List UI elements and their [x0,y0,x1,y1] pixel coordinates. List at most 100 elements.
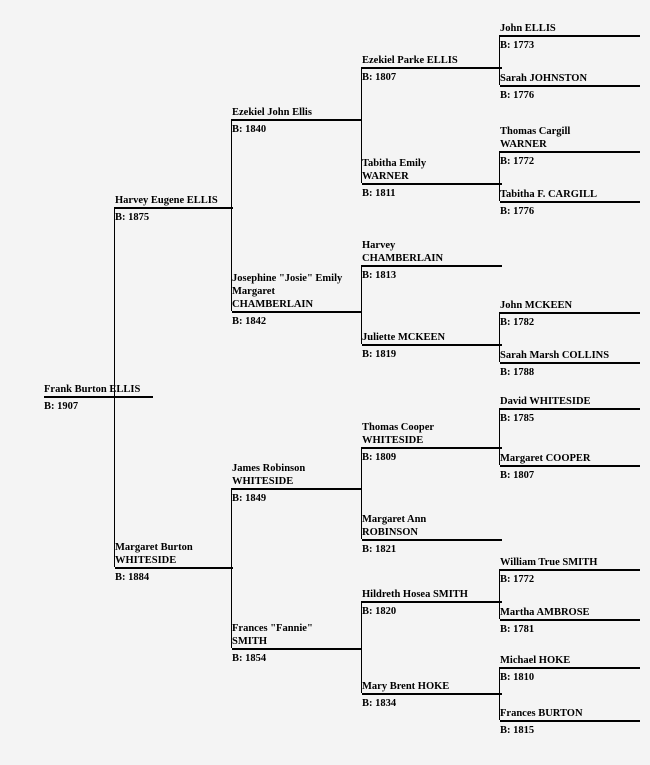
person-underline [500,86,640,87]
person-birth: B: 1776 [500,89,640,102]
connector-line [500,465,640,466]
connector-line [500,85,640,86]
person-name: Ezekiel John Ellis [232,106,362,119]
connector-line [232,311,362,312]
person-name: Tabitha Emily WARNER [362,157,502,183]
person-birth: B: 1884 [115,571,233,584]
person-underline [44,397,153,398]
person-name: Martha AMBROSE [500,606,640,619]
person-name: Josephine "Josie" Emily Margaret CHAMBER… [232,272,362,311]
person-box: Harvey CHAMBERLAINB: 1813 [362,239,502,282]
person-name: John ELLIS [500,22,640,35]
connector-line [499,667,500,720]
person-name: Frances "Fannie" SMITH [232,622,362,648]
person-name: John MCKEEN [500,299,640,312]
connector-line [499,312,500,362]
person-box: Tabitha F. CARGILL B: 1776 [500,188,640,218]
connector-line [362,447,502,448]
person-name: Tabitha F. CARGILL [500,188,640,201]
person-box: John MCKEEN B: 1782 [500,299,640,329]
person-underline [500,409,640,410]
connector-line [362,265,502,266]
person-underline [362,345,502,346]
connector-line [500,151,640,152]
person-birth: B: 1782 [500,316,640,329]
person-box: Thomas Cooper WHITESIDEB: 1809 [362,421,502,464]
connector-line [500,201,640,202]
person-birth: B: 1907 [44,400,153,413]
connector-line [361,265,362,344]
connector-line [361,447,362,539]
person-box: Frances "Fannie" SMITH B: 1854 [232,622,362,665]
person-birth: B: 1807 [362,71,502,84]
person-underline [362,540,502,541]
person-birth: B: 1854 [232,652,362,665]
person-birth: B: 1840 [232,123,362,136]
connector-line [232,119,362,120]
person-underline [500,36,640,37]
connector-line [115,207,233,208]
person-name: Thomas Cargill WARNER [500,125,640,151]
person-underline [232,120,362,121]
person-name: Margaret Ann ROBINSON [362,513,502,539]
person-box: Frances BURTONB: 1815 [500,707,640,737]
person-box: Hildreth Hosea SMITHB: 1820 [362,588,502,618]
connector-line [231,119,232,311]
person-box: Margaret Burton WHITESIDE B: 1884 [115,541,233,584]
connector-line [500,619,640,620]
pedigree-chart: Frank Burton ELLIS B: 1907 Harvey Eugene E… [0,0,650,765]
person-name: Harvey Eugene ELLIS [115,194,233,207]
person-box: John ELLISB: 1773 [500,22,640,52]
person-underline [500,363,640,364]
connector-line [499,35,500,85]
person-box: Margaret Ann ROBINSON B: 1821 [362,513,502,556]
person-underline [232,312,362,313]
person-underline [500,202,640,203]
person-underline [115,208,233,209]
connector-line [115,567,233,568]
person-name: Margaret COOPER [500,452,640,465]
person-box: Martha AMBROSE B: 1781 [500,606,640,636]
person-underline [500,721,640,722]
connector-line [362,67,502,68]
person-birth: B: 1813 [362,269,502,282]
connector-line [499,569,500,619]
person-box: Frank Burton ELLIS B: 1907 [44,383,153,413]
connector-line [362,693,502,694]
person-underline [500,152,640,153]
person-birth: B: 1776 [500,205,640,218]
person-birth: B: 1875 [115,211,233,224]
connector-line [361,67,362,183]
person-name: Ezekiel Parke ELLIS [362,54,502,67]
person-name: Sarah JOHNSTON [500,72,640,85]
person-box: James Robinson WHITESIDEB: 1849 [232,462,362,505]
connector-line [114,207,115,567]
person-underline [362,448,502,449]
person-box: David WHITESIDEB: 1785 [500,395,640,425]
person-box: Thomas Cargill WARNER B: 1772 [500,125,640,168]
person-underline [232,649,362,650]
person-birth: B: 1821 [362,543,502,556]
person-underline [500,620,640,621]
connector-line [500,667,640,668]
person-name: Margaret Burton WHITESIDE [115,541,233,567]
person-name: Frank Burton ELLIS [44,383,153,396]
connector-line [232,648,362,649]
person-underline [500,668,640,669]
connector-line [362,601,502,602]
person-box: Michael HOKEB: 1810 [500,654,640,684]
person-name: Hildreth Hosea SMITH [362,588,502,601]
person-birth: B: 1781 [500,623,640,636]
person-box: Harvey Eugene ELLIS B: 1875 [115,194,233,224]
connector-line [500,720,640,721]
person-birth: B: 1809 [362,451,502,464]
person-birth: B: 1772 [500,155,640,168]
person-underline [362,266,502,267]
connector-line [232,488,362,489]
person-box: Tabitha Emily WARNERB: 1811 [362,157,502,200]
connector-line [231,488,232,648]
person-underline [362,602,502,603]
person-underline [500,570,640,571]
connector-line [499,408,500,465]
person-underline [500,313,640,314]
